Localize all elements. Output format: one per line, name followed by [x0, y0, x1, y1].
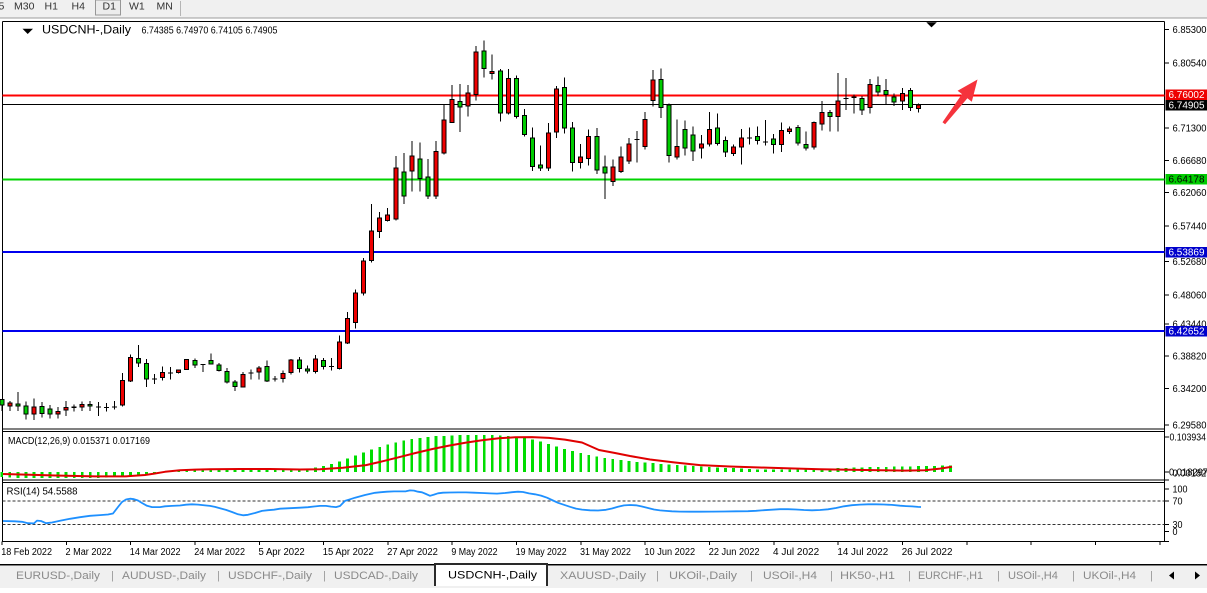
svg-text:USDCHF-,Daily: USDCHF-,Daily	[228, 570, 313, 582]
svg-text:EURCHF-,H1: EURCHF-,H1	[918, 570, 983, 582]
svg-text:14 Jul 2022: 14 Jul 2022	[837, 547, 888, 558]
svg-text:5 Apr 2022: 5 Apr 2022	[259, 547, 306, 558]
svg-text:70: 70	[1173, 497, 1183, 508]
svg-text:USDCAD-,Daily: USDCAD-,Daily	[334, 570, 419, 582]
svg-text:W1: W1	[129, 1, 145, 13]
svg-text:2 Mar 2022: 2 Mar 2022	[66, 547, 113, 558]
svg-text:9 May 2022: 9 May 2022	[451, 547, 498, 558]
svg-text:14 Mar 2022: 14 Mar 2022	[130, 547, 181, 558]
svg-text:|: |	[111, 570, 114, 582]
svg-text:6.74385 6.74970 6.74105 6.7490: 6.74385 6.74970 6.74105 6.74905	[142, 25, 278, 37]
svg-text:6.66680: 6.66680	[1173, 156, 1207, 167]
svg-text:31 May 2022: 31 May 2022	[580, 547, 631, 558]
svg-text:H4: H4	[72, 1, 86, 13]
svg-text:EURUSD-,Daily: EURUSD-,Daily	[16, 570, 101, 582]
svg-text:6.71300: 6.71300	[1173, 123, 1207, 134]
svg-text:USOil-,H4: USOil-,H4	[763, 570, 817, 582]
svg-text:|: |	[750, 570, 753, 582]
svg-text:100: 100	[1173, 485, 1188, 496]
svg-text:0.103934: 0.103934	[1170, 433, 1207, 444]
svg-text:|: |	[217, 570, 220, 582]
svg-text:6.76002: 6.76002	[1169, 90, 1205, 101]
svg-text:USDCNH-,Daily: USDCNH-,Daily	[42, 23, 131, 37]
svg-text:10 Jun 2022: 10 Jun 2022	[644, 547, 695, 558]
svg-text:|: |	[830, 570, 833, 582]
svg-text:15 Apr 2022: 15 Apr 2022	[323, 547, 374, 558]
svg-text:6.48060: 6.48060	[1173, 291, 1207, 302]
svg-text:24 Mar 2022: 24 Mar 2022	[194, 547, 245, 558]
svg-text:0: 0	[1173, 527, 1178, 538]
svg-text:6.57440: 6.57440	[1173, 222, 1207, 233]
svg-text:5: 5	[0, 1, 5, 13]
svg-text:|: |	[656, 570, 659, 582]
svg-text:USOil-,H4: USOil-,H4	[1008, 570, 1058, 582]
svg-text:|: |	[1150, 570, 1153, 582]
svg-text:26 Jul 2022: 26 Jul 2022	[902, 547, 953, 558]
svg-text:UKOil-,Daily: UKOil-,Daily	[669, 570, 738, 582]
svg-text:MACD(12,26,9) 0.015371 0.01716: MACD(12,26,9) 0.015371 0.017169	[8, 435, 150, 447]
svg-text:22 Jun 2022: 22 Jun 2022	[709, 547, 760, 558]
svg-text:|: |	[908, 570, 911, 582]
svg-text:6.38820: 6.38820	[1173, 352, 1207, 363]
svg-text:H1: H1	[45, 1, 59, 13]
svg-text:6.85300: 6.85300	[1173, 25, 1207, 36]
svg-text:UKOil-,H4: UKOil-,H4	[1083, 570, 1136, 582]
svg-text:18 Feb 2022: 18 Feb 2022	[1, 547, 52, 558]
svg-text:6.74905: 6.74905	[1169, 101, 1205, 112]
svg-text:USDCNH-,Daily: USDCNH-,Daily	[448, 570, 538, 582]
svg-text:6.62060: 6.62060	[1173, 188, 1207, 199]
svg-text:D1: D1	[103, 1, 117, 13]
svg-text:MN: MN	[157, 1, 173, 13]
svg-text:4 Jul 2022: 4 Jul 2022	[773, 547, 820, 558]
svg-text:|: |	[997, 570, 1000, 582]
svg-text:M30: M30	[14, 1, 35, 13]
svg-text:RSI(14) 54.5588: RSI(14) 54.5588	[7, 486, 78, 498]
svg-text:XAUUSD-,Daily: XAUUSD-,Daily	[560, 570, 647, 582]
svg-text:6.64178: 6.64178	[1169, 175, 1205, 186]
svg-text:19 May 2022: 19 May 2022	[516, 547, 567, 558]
svg-text:27 Apr 2022: 27 Apr 2022	[387, 547, 438, 558]
svg-text:6.29580: 6.29580	[1173, 421, 1207, 432]
svg-text:6.53869: 6.53869	[1169, 248, 1205, 259]
svg-text:6.80540: 6.80540	[1173, 59, 1207, 70]
svg-text:6.42652: 6.42652	[1169, 327, 1205, 338]
svg-text:|: |	[1072, 570, 1075, 582]
svg-text:6.34200: 6.34200	[1173, 384, 1207, 395]
svg-text:HK50-,H1: HK50-,H1	[840, 570, 895, 582]
svg-text:AUDUSD-,Daily: AUDUSD-,Daily	[122, 570, 207, 582]
svg-text:|: |	[323, 570, 326, 582]
svg-text:0.001829: 0.001829	[1173, 468, 1207, 479]
